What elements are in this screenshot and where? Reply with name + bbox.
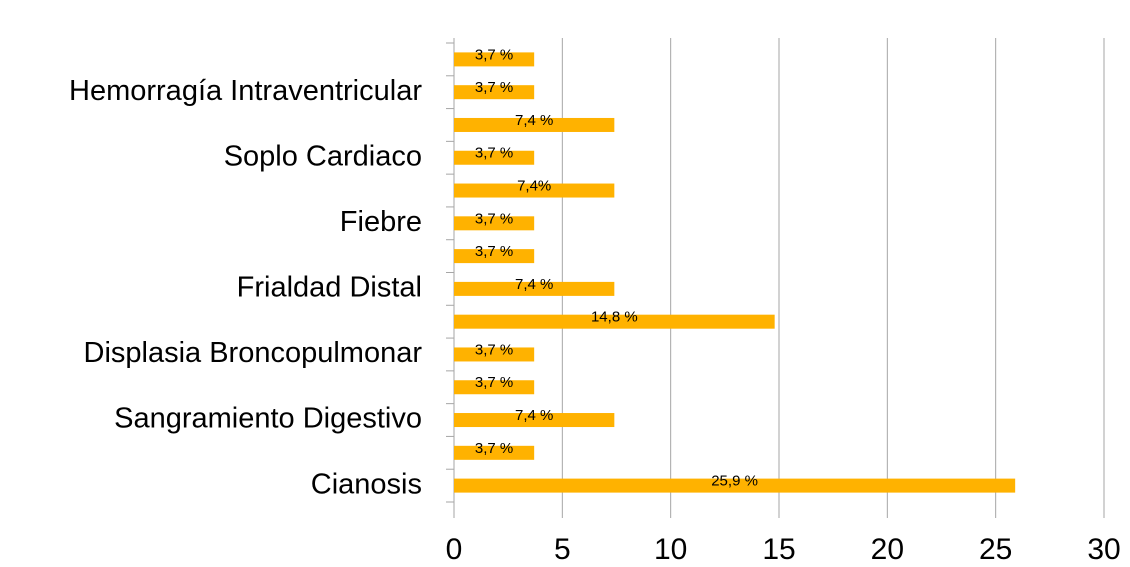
y-tick-label: Sangramiento Digestivo <box>114 403 422 435</box>
bar <box>454 413 615 428</box>
y-tick-label: Displasia Broncopulmonar <box>84 337 423 369</box>
x-tick-label: 0 <box>446 533 463 566</box>
value-label: 3,7 % <box>475 374 513 391</box>
bar <box>454 380 535 395</box>
value-label: 7,4 % <box>515 407 553 424</box>
y-tick-label: Frialdad Distal <box>237 272 422 304</box>
value-label: 7,4% <box>517 178 551 195</box>
bar <box>454 150 535 165</box>
x-tick-label: 5 <box>554 533 571 566</box>
x-tick-label: 10 <box>654 533 687 566</box>
bar <box>454 314 775 329</box>
bar <box>454 281 615 296</box>
value-label: 3,7 % <box>475 341 513 358</box>
bar <box>454 445 535 460</box>
x-tick-label: 15 <box>762 533 795 566</box>
y-tick-label: Fiebre <box>340 206 422 238</box>
y-tick-label: Hemorragía Intraventricular <box>69 75 422 107</box>
value-label: 3,7 % <box>475 145 513 162</box>
y-tick-label: Soplo Cardiaco <box>224 140 422 172</box>
x-tick-label: 25 <box>979 533 1012 566</box>
bar <box>454 52 535 67</box>
bar <box>454 478 1016 493</box>
x-tick-label: 30 <box>1087 533 1120 566</box>
value-label: 3,7 % <box>475 46 513 63</box>
value-label: 14,8 % <box>591 309 638 326</box>
value-label: 3,7 % <box>475 79 513 96</box>
value-label: 3,7 % <box>475 210 513 227</box>
bar <box>454 347 535 362</box>
value-label: 3,7 % <box>475 243 513 260</box>
bar <box>454 85 535 100</box>
bar <box>454 216 535 231</box>
bar <box>454 249 535 264</box>
value-label: 7,4 % <box>515 276 553 293</box>
value-label: 25,9 % <box>711 473 758 490</box>
value-label: 7,4 % <box>515 112 553 129</box>
bar <box>454 117 615 132</box>
value-label: 3,7 % <box>475 440 513 457</box>
bar <box>454 183 615 198</box>
x-tick-label: 20 <box>871 533 904 566</box>
y-tick-label: Cianosis <box>311 468 422 500</box>
